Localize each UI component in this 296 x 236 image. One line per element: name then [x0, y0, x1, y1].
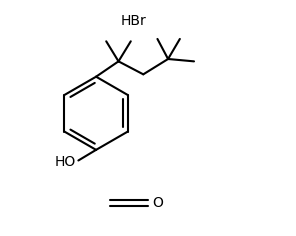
Text: O: O: [152, 196, 163, 210]
Text: HBr: HBr: [121, 14, 147, 28]
Text: HO: HO: [55, 155, 76, 169]
